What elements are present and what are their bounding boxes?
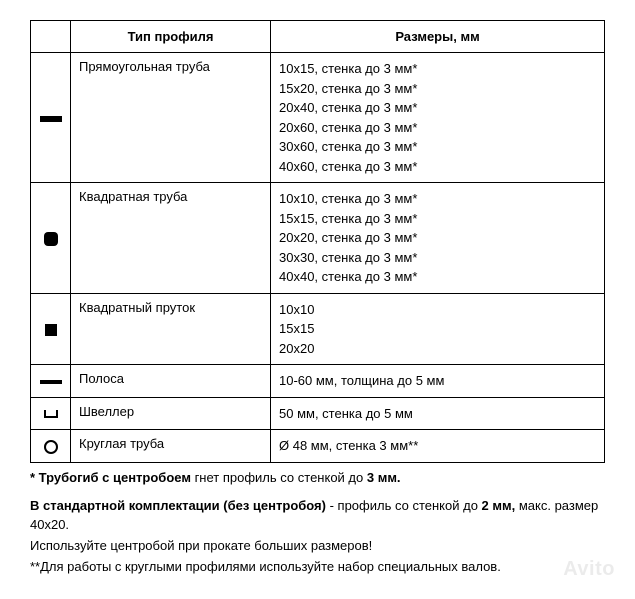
header-type: Тип профиля — [71, 21, 271, 53]
size-line: 15х15 — [279, 319, 596, 339]
header-icon — [31, 21, 71, 53]
profile-type: Прямоугольная труба — [71, 53, 271, 183]
table-row: Квадратный пруток10х1015х1520х20 — [31, 293, 605, 365]
size-line: 15х20, стенка до 3 мм* — [279, 79, 596, 99]
profile-type: Квадратная труба — [71, 183, 271, 294]
size-line: 40х60, стенка до 3 мм* — [279, 157, 596, 177]
size-line: 15х15, стенка до 3 мм* — [279, 209, 596, 229]
profile-icon-cell — [31, 397, 71, 430]
fn4: **Для работы с круглыми профилями исполь… — [30, 558, 605, 577]
fn1-mid: гнет профиль со стенкой до — [191, 470, 367, 485]
size-line: 20х60, стенка до 3 мм* — [279, 118, 596, 138]
table-row: Прямоугольная труба10х15, стенка до 3 мм… — [31, 53, 605, 183]
size-line: 50 мм, стенка до 5 мм — [279, 404, 596, 424]
fn1-val: 3 мм. — [367, 470, 401, 485]
profile-table: Тип профиля Размеры, мм Прямоугольная тр… — [30, 20, 605, 463]
profile-type: Квадратный пруток — [71, 293, 271, 365]
profile-icon-cell — [31, 365, 71, 398]
header-sizes: Размеры, мм — [271, 21, 605, 53]
profile-sizes: 10х1015х1520х20 — [271, 293, 605, 365]
square-icon — [45, 324, 57, 336]
size-line: 40х40, стенка до 3 мм* — [279, 267, 596, 287]
size-line: 30х30, стенка до 3 мм* — [279, 248, 596, 268]
fn2-mid: - профиль со стенкой до — [326, 498, 482, 513]
strip-icon — [40, 380, 62, 384]
table-row: Квадратная труба10х10, стенка до 3 мм*15… — [31, 183, 605, 294]
fn2-val: 2 мм, — [482, 498, 516, 513]
size-line: 10х10 — [279, 300, 596, 320]
size-line: 10х10, стенка до 3 мм* — [279, 189, 596, 209]
size-line: Ø 48 мм, стенка 3 мм** — [279, 436, 596, 456]
size-line: 20х20 — [279, 339, 596, 359]
size-line: 30х60, стенка до 3 мм* — [279, 137, 596, 157]
table-row: Круглая труба Ø 48 мм, стенка 3 мм** — [31, 430, 605, 463]
profile-type: Швеллер — [71, 397, 271, 430]
rect-icon — [40, 116, 62, 122]
profile-icon-cell — [31, 53, 71, 183]
size-line: 20х20, стенка до 3 мм* — [279, 228, 596, 248]
fn1-bold: * Трубогиб с центробоем — [30, 470, 191, 485]
profile-sizes: 50 мм, стенка до 5 мм — [271, 397, 605, 430]
profile-icon-cell — [31, 430, 71, 463]
profile-sizes: 10х15, стенка до 3 мм*15х20, стенка до 3… — [271, 53, 605, 183]
fn2-bold: В стандартной комплектации (без центробо… — [30, 498, 326, 513]
footnotes: * Трубогиб с центробоем гнет профиль со … — [30, 469, 605, 577]
rsquare-icon — [44, 232, 58, 246]
profile-type: Круглая труба — [71, 430, 271, 463]
profile-sizes: 10-60 мм, толщина до 5 мм — [271, 365, 605, 398]
table-row: Швеллер 50 мм, стенка до 5 мм — [31, 397, 605, 430]
size-line: 10-60 мм, толщина до 5 мм — [279, 371, 596, 391]
profile-sizes: 10х10, стенка до 3 мм*15х15, стенка до 3… — [271, 183, 605, 294]
size-line: 10х15, стенка до 3 мм* — [279, 59, 596, 79]
profile-icon-cell — [31, 293, 71, 365]
table-row: Полоса 10-60 мм, толщина до 5 мм — [31, 365, 605, 398]
channel-icon — [44, 410, 58, 418]
profile-type: Полоса — [71, 365, 271, 398]
profile-sizes: Ø 48 мм, стенка 3 мм** — [271, 430, 605, 463]
circle-icon — [44, 440, 58, 454]
profile-icon-cell — [31, 183, 71, 294]
table-body: Прямоугольная труба10х15, стенка до 3 мм… — [31, 53, 605, 463]
size-line: 20х40, стенка до 3 мм* — [279, 98, 596, 118]
